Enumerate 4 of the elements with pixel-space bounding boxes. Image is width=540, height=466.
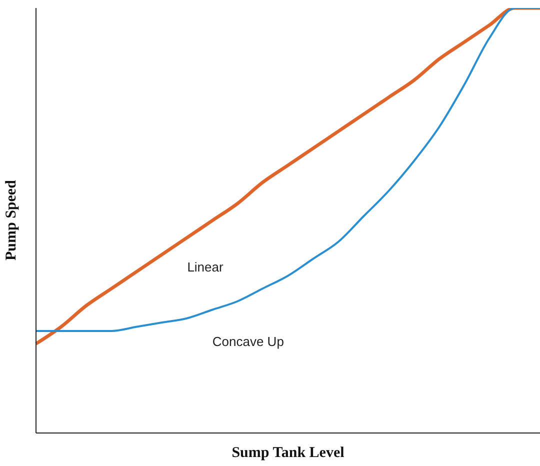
series-label: Linear — [187, 260, 224, 274]
x-axis-title: Sump Tank Level — [232, 445, 344, 461]
series-label: Concave Up — [212, 334, 284, 349]
y-axis-title: Pump Speed — [3, 179, 20, 260]
